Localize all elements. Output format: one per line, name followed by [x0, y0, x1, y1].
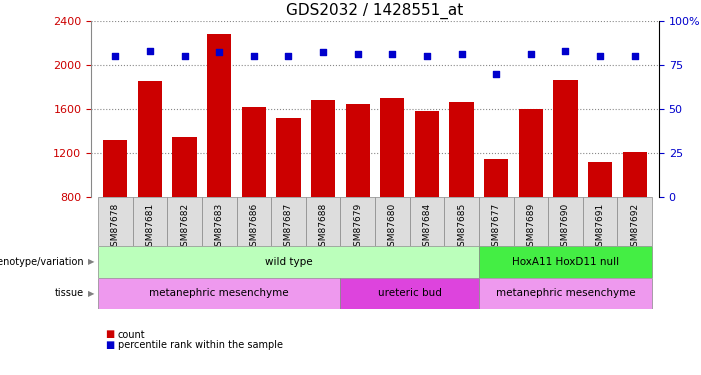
Bar	[168, 197, 202, 246]
Text: GSM87683: GSM87683	[215, 203, 224, 252]
Text: GSM87690: GSM87690	[561, 203, 570, 252]
Point	[560, 48, 571, 54]
Point	[110, 53, 121, 59]
Bar	[276, 118, 301, 197]
Text: GSM87688: GSM87688	[318, 203, 327, 252]
Bar	[346, 104, 370, 197]
Bar	[479, 197, 514, 246]
Point	[144, 48, 156, 54]
Point	[179, 53, 190, 59]
Text: ▶: ▶	[88, 289, 95, 298]
Bar	[242, 106, 266, 197]
Text: GSM87692: GSM87692	[630, 203, 639, 252]
Text: GSM87680: GSM87680	[388, 203, 397, 252]
Bar	[444, 197, 479, 246]
Text: GSM87677: GSM87677	[491, 203, 501, 252]
Bar	[132, 197, 168, 246]
Bar	[449, 102, 474, 197]
Bar	[98, 246, 479, 278]
Bar	[588, 162, 612, 197]
Bar	[98, 197, 132, 246]
Point	[283, 53, 294, 59]
Bar	[553, 80, 578, 197]
Bar	[514, 197, 548, 246]
Bar	[271, 197, 306, 246]
Bar	[409, 197, 444, 246]
Text: ▶: ▶	[88, 257, 95, 266]
Bar	[618, 197, 652, 246]
Text: genotype/variation: genotype/variation	[0, 256, 84, 267]
Text: GSM87682: GSM87682	[180, 203, 189, 252]
Bar	[103, 140, 128, 197]
Text: wild type: wild type	[265, 256, 312, 267]
Bar	[172, 137, 197, 197]
Text: percentile rank within the sample: percentile rank within the sample	[118, 340, 283, 350]
Bar	[479, 278, 652, 309]
Bar	[380, 98, 404, 197]
Text: ureteric bud: ureteric bud	[378, 288, 442, 298]
Bar	[207, 34, 231, 197]
Bar	[583, 197, 618, 246]
Text: GSM87686: GSM87686	[250, 203, 259, 252]
Text: GSM87685: GSM87685	[457, 203, 466, 252]
Text: ■: ■	[105, 340, 114, 350]
Point	[352, 51, 363, 57]
Text: GSM87689: GSM87689	[526, 203, 536, 252]
Bar	[519, 109, 543, 197]
Bar	[341, 197, 375, 246]
Text: tissue: tissue	[55, 288, 84, 298]
Text: count: count	[118, 330, 145, 339]
Point	[214, 50, 225, 55]
Point	[248, 53, 259, 59]
Bar	[311, 100, 335, 197]
Text: ■: ■	[105, 330, 114, 339]
Title: GDS2032 / 1428551_at: GDS2032 / 1428551_at	[287, 3, 463, 19]
Text: metanephric mesenchyme: metanephric mesenchyme	[496, 288, 635, 298]
Point	[456, 51, 467, 57]
Point	[525, 51, 536, 57]
Text: GSM87678: GSM87678	[111, 203, 120, 252]
Bar	[98, 278, 341, 309]
Bar	[306, 197, 341, 246]
Bar	[236, 197, 271, 246]
Bar	[548, 197, 583, 246]
Bar	[484, 159, 508, 197]
Text: GSM87691: GSM87691	[596, 203, 604, 252]
Bar	[202, 197, 236, 246]
Text: metanephric mesenchyme: metanephric mesenchyme	[149, 288, 289, 298]
Point	[491, 70, 502, 76]
Text: GSM87681: GSM87681	[146, 203, 154, 252]
Bar	[415, 111, 439, 197]
Point	[421, 53, 433, 59]
Text: GSM87687: GSM87687	[284, 203, 293, 252]
Text: HoxA11 HoxD11 null: HoxA11 HoxD11 null	[512, 256, 619, 267]
Point	[629, 53, 640, 59]
Text: GSM87679: GSM87679	[353, 203, 362, 252]
Point	[318, 50, 329, 55]
Text: GSM87684: GSM87684	[423, 203, 432, 252]
Bar	[622, 152, 647, 197]
Point	[387, 51, 398, 57]
Point	[594, 53, 606, 59]
Bar	[341, 278, 479, 309]
Bar	[138, 81, 162, 197]
Bar	[479, 246, 652, 278]
Bar	[375, 197, 409, 246]
